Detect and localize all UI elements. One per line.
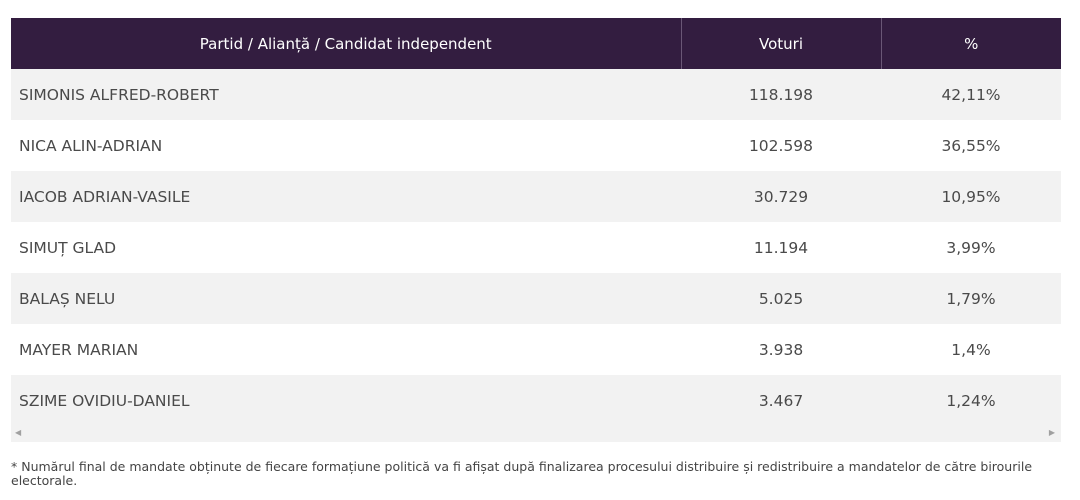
candidate-name: NICA ALIN-ADRIAN bbox=[19, 136, 163, 155]
candidate-percent: 36,55% bbox=[941, 136, 1001, 155]
candidate-percent: 1,24% bbox=[946, 391, 996, 410]
candidate-votes: 5.025 bbox=[758, 289, 804, 308]
results-table-container: Partid / Alianță / Candidat independent … bbox=[11, 18, 1061, 426]
table-header: Partid / Alianță / Candidat independent … bbox=[11, 18, 1061, 69]
candidate-percent: 10,95% bbox=[941, 187, 1001, 206]
candidate-votes: 11.194 bbox=[753, 238, 809, 257]
candidate-percent: 1,79% bbox=[946, 289, 996, 308]
candidate-name: IACOB ADRIAN-VASILE bbox=[19, 187, 191, 206]
table-row: SIMONIS ALFRED-ROBERT 118.198 42,11% bbox=[11, 69, 1061, 120]
table-body: SIMONIS ALFRED-ROBERT 118.198 42,11% NIC… bbox=[11, 69, 1061, 426]
candidate-votes: 3.467 bbox=[758, 391, 804, 410]
candidate-votes: 3.938 bbox=[758, 340, 804, 359]
table-row: SIMUȚ GLAD 11.194 3,99% bbox=[11, 222, 1061, 273]
candidate-percent: 3,99% bbox=[946, 238, 996, 257]
candidate-votes: 118.198 bbox=[748, 85, 814, 104]
table-row: MAYER MARIAN 3.938 1,4% bbox=[11, 324, 1061, 375]
table-row: BALAȘ NELU 5.025 1,79% bbox=[11, 273, 1061, 324]
candidate-name: SIMONIS ALFRED-ROBERT bbox=[19, 85, 219, 104]
candidate-name: BALAȘ NELU bbox=[19, 289, 116, 308]
footnote: * Numărul final de mandate obținute de f… bbox=[11, 459, 1033, 488]
candidate-votes: 30.729 bbox=[753, 187, 809, 206]
results-table: Partid / Alianță / Candidat independent … bbox=[11, 18, 1061, 426]
table-row: IACOB ADRIAN-VASILE 30.729 10,95% bbox=[11, 171, 1061, 222]
candidate-percent: 42,11% bbox=[941, 85, 1001, 104]
table-row: SZIME OVIDIU-DANIEL 3.467 1,24% bbox=[11, 375, 1061, 426]
header-votes[interactable]: Voturi bbox=[680, 18, 881, 69]
table-row: NICA ALIN-ADRIAN 102.598 36,55% bbox=[11, 120, 1061, 171]
candidate-name: SIMUȚ GLAD bbox=[19, 238, 117, 257]
header-party[interactable]: Partid / Alianță / Candidat independent bbox=[199, 34, 492, 53]
arrow-left-icon[interactable]: ◀ bbox=[15, 428, 22, 437]
candidate-name: SZIME OVIDIU-DANIEL bbox=[19, 391, 190, 410]
arrow-right-icon[interactable]: ▶ bbox=[1048, 428, 1055, 437]
candidate-name: MAYER MARIAN bbox=[19, 340, 139, 359]
candidate-votes: 102.598 bbox=[748, 136, 814, 155]
header-percent[interactable]: % bbox=[880, 18, 1061, 69]
horizontal-scrollbar[interactable]: ◀ ▶ bbox=[11, 425, 1061, 442]
candidate-percent: 1,4% bbox=[951, 340, 991, 359]
header-row: Partid / Alianță / Candidat independent … bbox=[11, 18, 1061, 69]
